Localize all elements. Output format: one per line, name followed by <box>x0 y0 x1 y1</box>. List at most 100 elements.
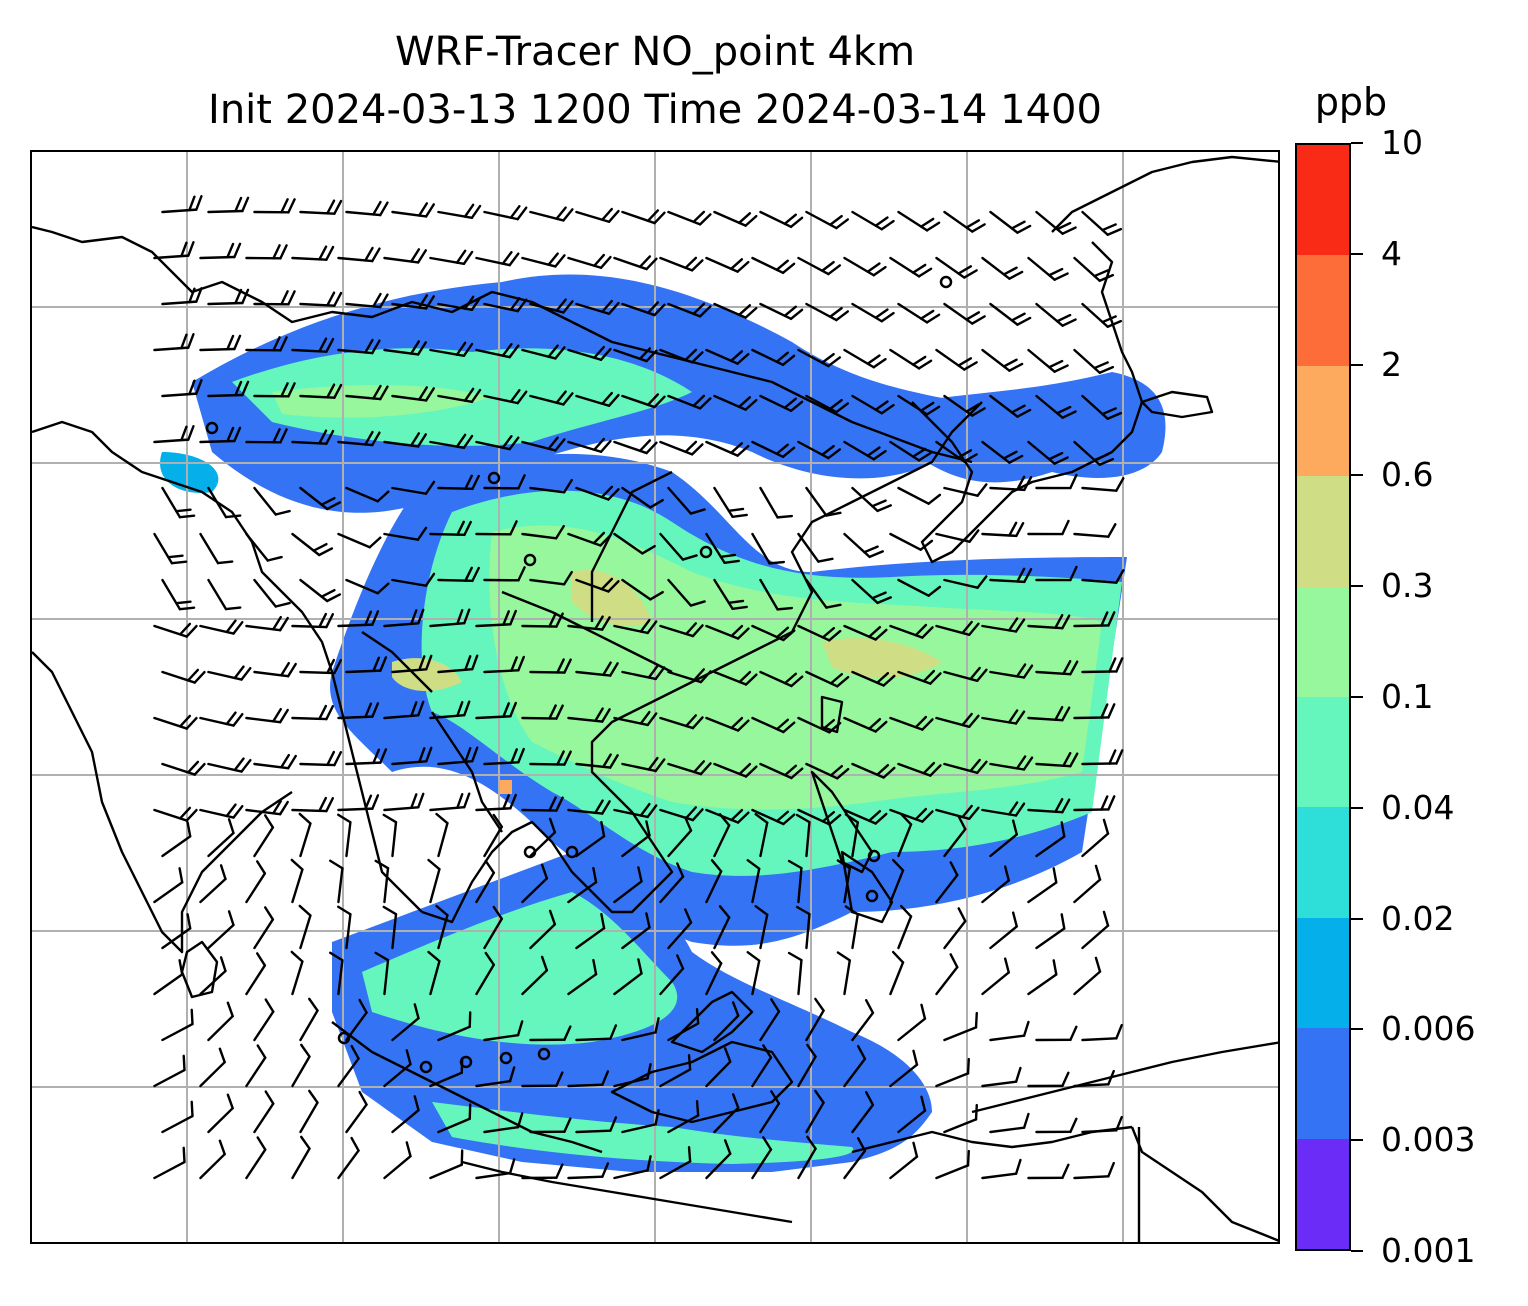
wind-barb <box>843 256 887 277</box>
wind-barb <box>199 242 242 260</box>
wind-barb <box>759 394 804 413</box>
wind-barb <box>1027 705 1071 722</box>
wind-barb <box>667 302 712 318</box>
wind-barb <box>291 1043 311 1088</box>
wind-barb <box>299 486 342 511</box>
wind-barb <box>429 1149 464 1180</box>
wind-barb <box>291 1135 311 1180</box>
wind-barb <box>667 486 706 515</box>
wind-barb <box>659 714 704 730</box>
wind-barb <box>529 298 574 314</box>
wind-barb <box>337 702 380 720</box>
wind-barb <box>153 425 195 444</box>
point-source-marker <box>419 1060 433 1074</box>
wind-barb <box>805 762 850 780</box>
point-source-markers <box>205 275 953 1074</box>
colorbar-segment <box>1297 1138 1349 1250</box>
wind-barb <box>253 578 291 608</box>
wind-barb <box>889 950 905 996</box>
colorbar-tick-label: 0.006 <box>1381 1009 1476 1049</box>
wind-barb <box>851 302 895 323</box>
wind-barb <box>943 815 967 858</box>
wind-barb <box>245 336 288 352</box>
wind-barb <box>751 716 796 734</box>
wind-barb <box>751 808 796 826</box>
wind-barb <box>1073 1069 1115 1088</box>
wind-barb <box>659 532 698 561</box>
wind-barb <box>805 670 850 688</box>
wind-barb <box>843 348 887 369</box>
wind-barb <box>245 532 283 562</box>
tracer-concentration-region <box>912 372 1166 483</box>
colorbar-tick <box>1351 142 1363 144</box>
tracer-concentration-region <box>822 638 942 678</box>
wind-barb <box>337 338 381 355</box>
wind-barb <box>199 864 227 904</box>
wind-barb <box>345 578 390 595</box>
colorbar-tick-label: 0.02 <box>1381 898 1455 938</box>
point-source-marker <box>865 889 879 903</box>
wind-barb <box>153 622 198 638</box>
wind-barb <box>1073 440 1115 466</box>
colorbar-tick-label: 0.6 <box>1381 455 1434 495</box>
wind-barb <box>797 716 842 734</box>
wind-barb <box>851 999 875 1042</box>
wind-barb <box>345 998 368 1042</box>
wind-barb <box>1027 1163 1070 1180</box>
wind-barb <box>567 1070 610 1088</box>
wind-barb <box>253 661 297 678</box>
point-source-marker <box>867 849 881 863</box>
wind-barb <box>1073 956 1102 996</box>
wind-barb <box>805 997 825 1042</box>
colorbar-segment <box>1297 476 1349 587</box>
wind-barb <box>889 1049 919 1088</box>
wind-barb <box>435 904 449 950</box>
wind-barb <box>291 704 335 721</box>
wind-barb <box>245 1044 267 1088</box>
wind-barb <box>253 998 275 1042</box>
wind-barb <box>797 624 842 642</box>
wind-barb <box>429 608 471 628</box>
wind-barb <box>989 475 1033 492</box>
wind-barb <box>429 249 474 265</box>
wind-barb <box>521 863 549 904</box>
wind-barb <box>805 578 842 609</box>
wind-barb <box>621 1017 660 1042</box>
wind-barb <box>713 762 758 778</box>
wind-barb <box>199 532 234 565</box>
wind-barb <box>391 746 433 766</box>
wind-barb <box>427 858 441 904</box>
wind-barb <box>851 578 892 605</box>
wind-barb <box>797 808 842 826</box>
wind-barb <box>475 520 518 536</box>
wind-barb <box>427 950 441 996</box>
wind-barb <box>943 210 986 233</box>
wind-barb <box>713 486 748 518</box>
wind-barb <box>253 814 275 858</box>
wind-barb <box>345 1090 368 1134</box>
wind-barb <box>989 302 1032 326</box>
wind-barb <box>843 1045 867 1088</box>
wind-barb <box>897 669 942 685</box>
wind-barb <box>943 1011 978 1042</box>
wind-barb <box>713 670 758 686</box>
colorbar-tick-label: 0.1 <box>1381 677 1434 716</box>
wind-barb <box>1081 394 1123 420</box>
wind-barb <box>199 1047 226 1088</box>
wind-barb <box>483 813 504 858</box>
wind-barb <box>199 1139 226 1180</box>
wind-barb <box>161 379 203 398</box>
wind-barb <box>575 299 620 315</box>
wind-barb <box>483 474 526 490</box>
wind-barb <box>659 954 685 996</box>
wind-barb <box>1027 797 1071 814</box>
wind-barb <box>1035 913 1066 950</box>
map-panel[interactable] <box>30 150 1280 1244</box>
wind-barb <box>1035 394 1077 419</box>
wind-barb <box>659 440 704 456</box>
wind-barb <box>1027 1071 1070 1088</box>
wind-barb <box>935 861 959 904</box>
wind-barb <box>843 440 887 461</box>
wind-barb <box>253 906 275 950</box>
wind-barb <box>383 700 425 720</box>
